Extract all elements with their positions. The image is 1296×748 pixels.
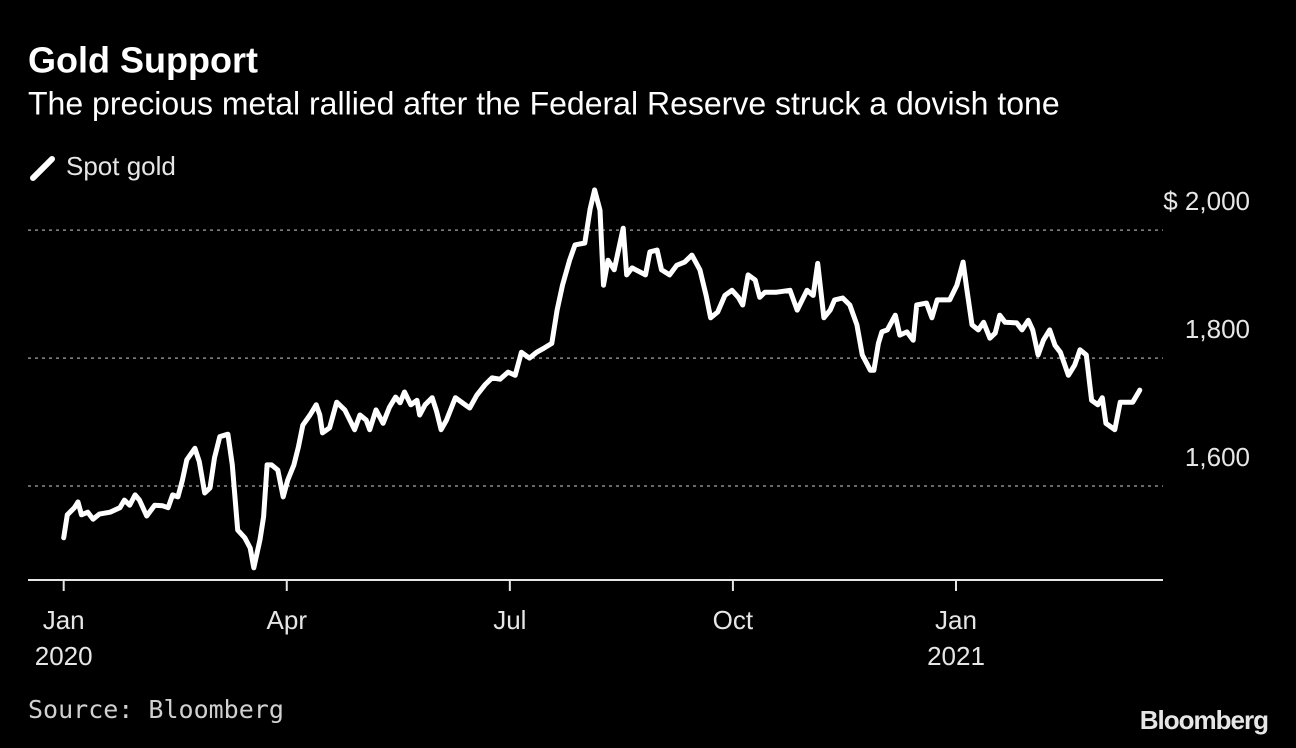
source: Source: Bloomberg	[28, 695, 284, 724]
y-tick-label: 1,800	[1185, 314, 1250, 344]
brand-logo: Bloomberg	[1140, 705, 1268, 735]
chart-title: Gold Support	[28, 40, 258, 81]
x-tick-label: Apr	[267, 605, 308, 635]
x-tick-label: Jul	[493, 605, 526, 635]
x-tick-sublabel: 2020	[35, 641, 93, 671]
x-tick-label: Jan	[935, 605, 977, 635]
x-tick-label: Oct	[713, 605, 754, 635]
legend-swatch	[30, 156, 55, 181]
x-tick-label: Jan	[43, 605, 85, 635]
y-tick-label: 1,600	[1185, 442, 1250, 472]
y-tick-label: $ 2,000	[1163, 186, 1250, 216]
price-line	[61, 187, 1143, 571]
legend-label: Spot gold	[66, 151, 176, 181]
x-tick-sublabel: 2021	[927, 641, 985, 671]
chart-subtitle: The precious metal rallied after the Fed…	[28, 85, 1060, 121]
